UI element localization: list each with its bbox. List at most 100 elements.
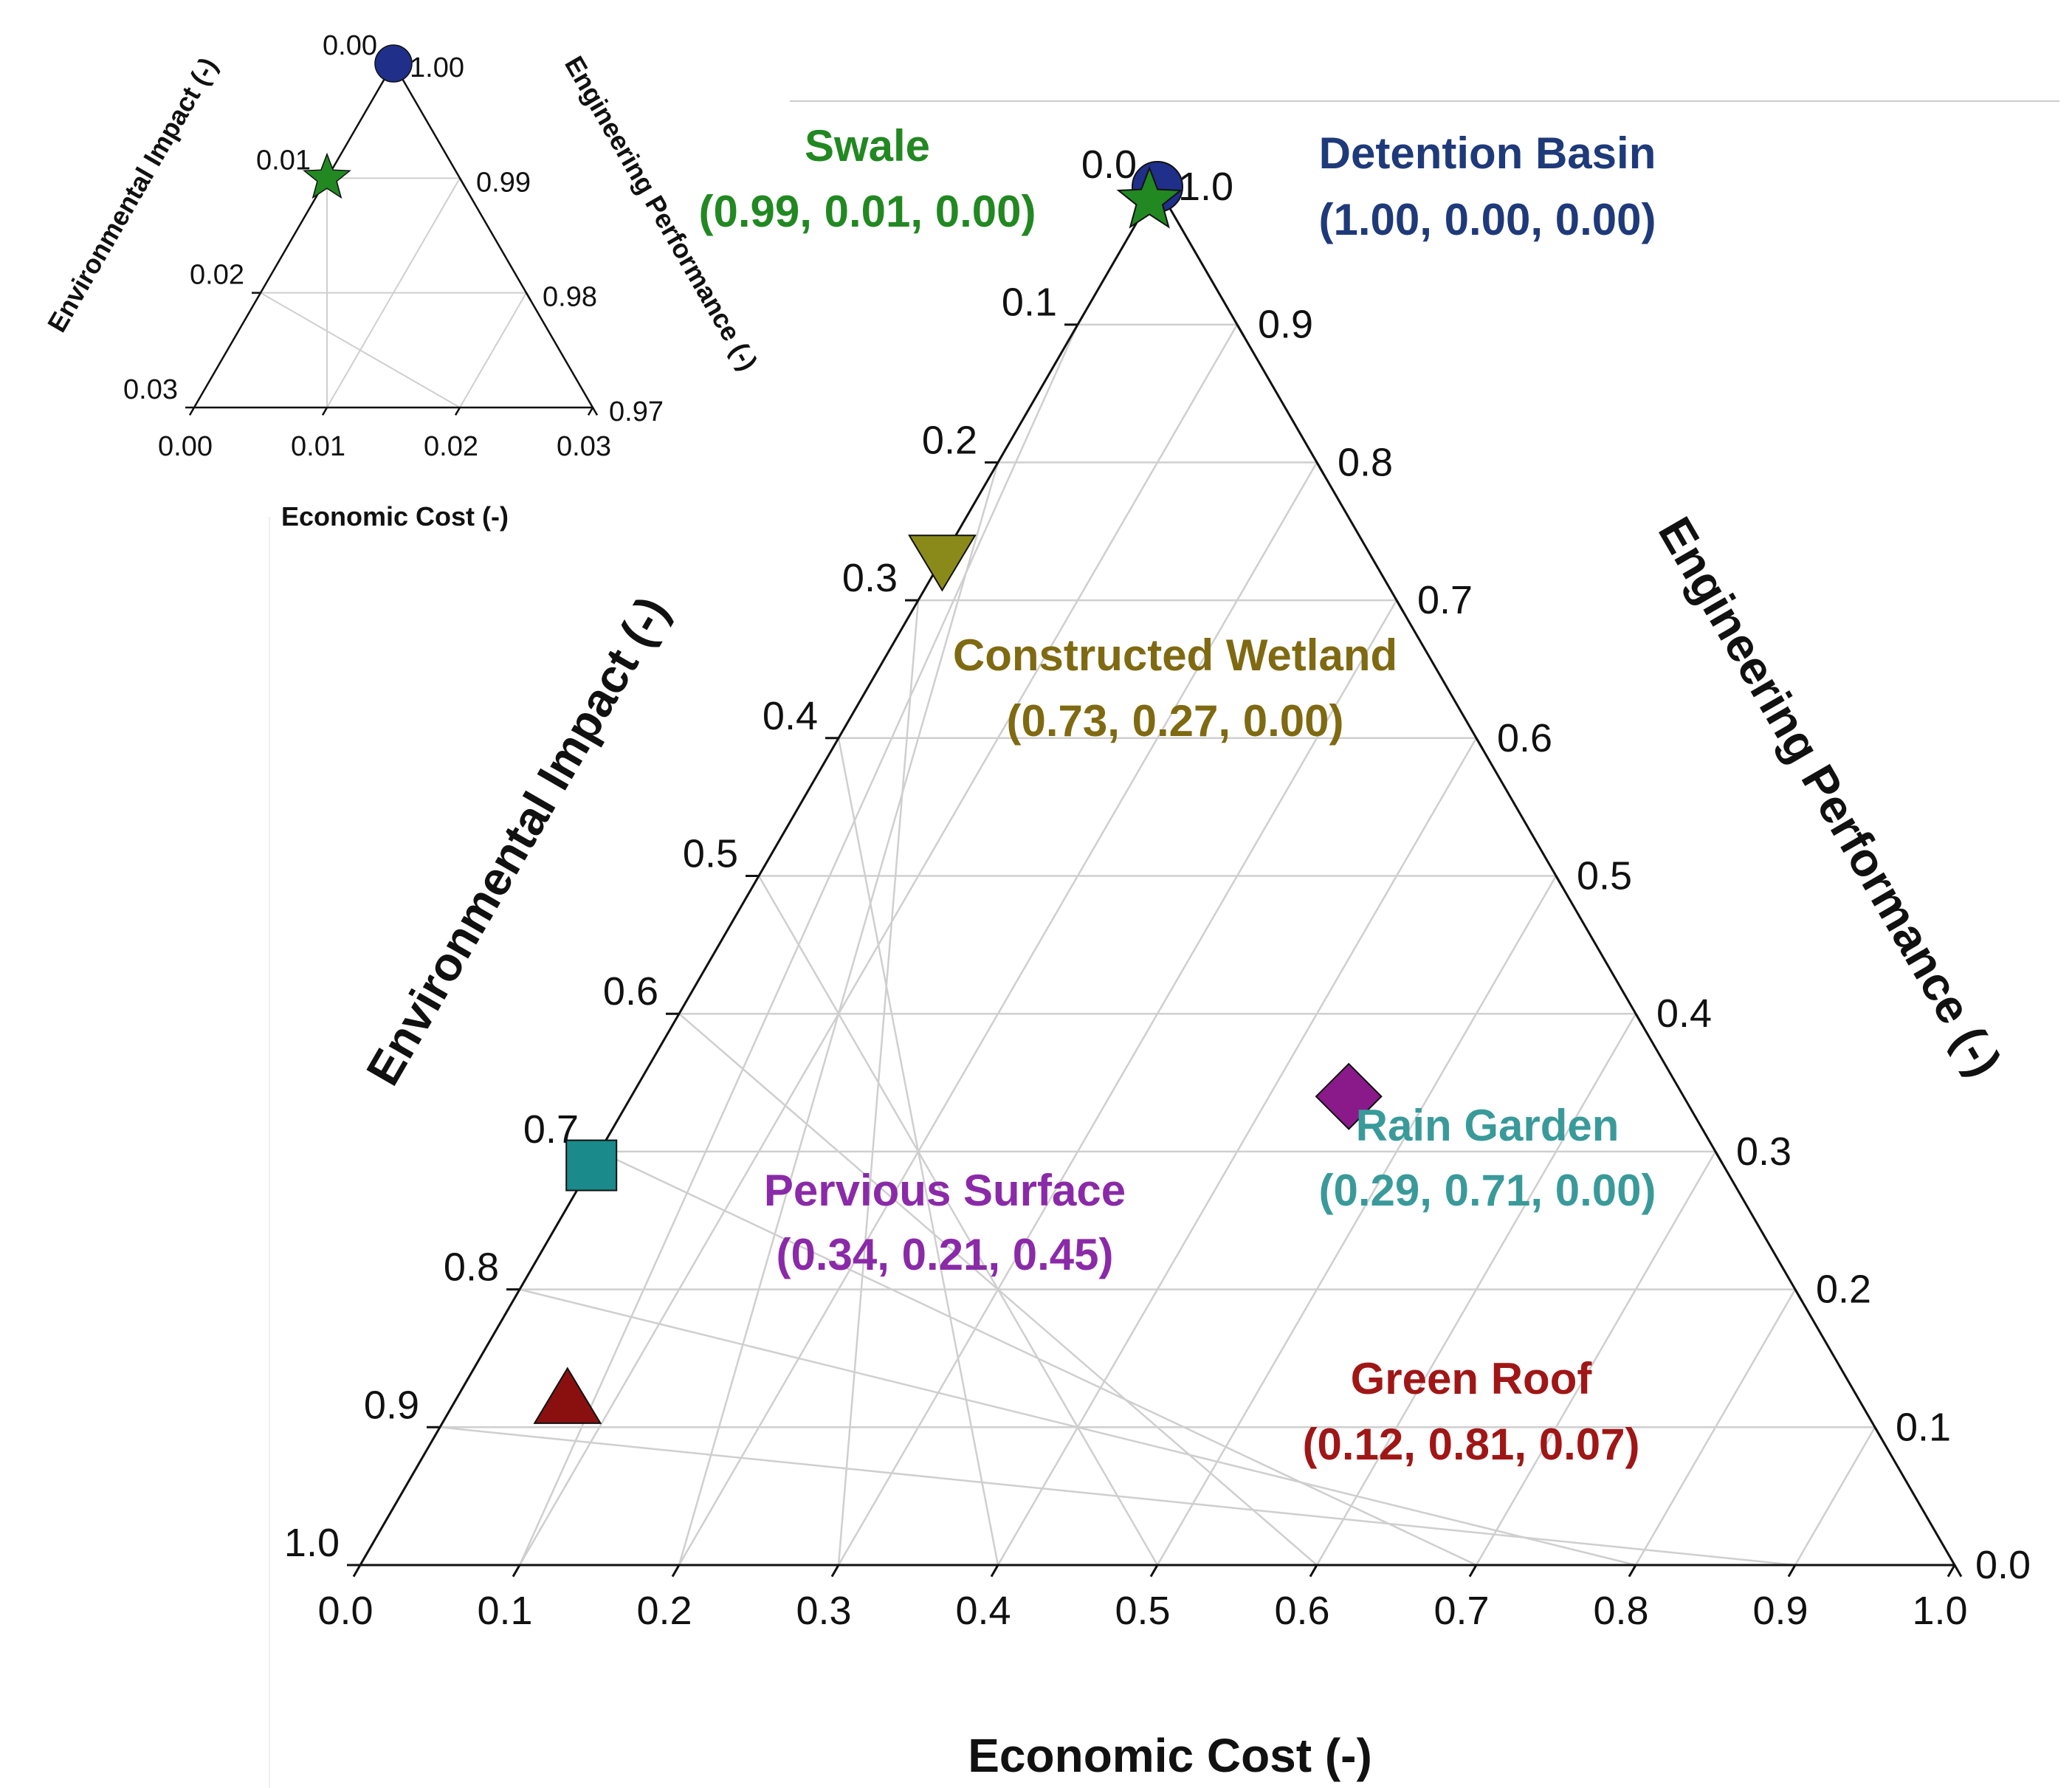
main-grid-line-impact-6 xyxy=(678,1013,1318,1566)
inset-tick-label-left-1: 0.01 xyxy=(256,145,311,176)
main-tick-label-left-2: 0.2 xyxy=(922,418,977,462)
main-tick-label-bottom-0: 0.0 xyxy=(317,1589,373,1633)
inset-tick-bottom-0 xyxy=(188,407,196,416)
main-tick-label-right-3: 0.7 xyxy=(1417,578,1473,622)
main-tick-marks xyxy=(347,185,1963,1578)
inset-grid-line-cost-2 xyxy=(459,292,527,408)
annotation-values-pervious-surface: (0.34, 0.21, 0.45) xyxy=(777,1230,1114,1279)
main-point-rain-garden xyxy=(565,1139,618,1192)
inset-point-detention-basin xyxy=(374,44,413,83)
main-tick-label-right-9: 0.1 xyxy=(1896,1405,1951,1449)
inset-tick-bottom-1 xyxy=(321,407,328,416)
annotation-values-detention-basin: (1.00, 0.00, 0.00) xyxy=(1319,195,1656,244)
inset-tick-right-3 xyxy=(591,407,599,416)
annotation-name-green-roof: Green Roof xyxy=(1351,1354,1593,1403)
inset-tick-label-bottom-1: 0.01 xyxy=(291,431,345,462)
main-grid-line-cost-7 xyxy=(1475,1151,1717,1566)
inset-triangle-frame xyxy=(192,61,595,409)
annotation-name-detention-basin: Detention Basin xyxy=(1319,128,1656,178)
main-tick-right-3 xyxy=(1395,599,1405,613)
main-tick-label-left-4: 0.4 xyxy=(763,694,818,738)
main-point-green-roof xyxy=(533,1366,602,1424)
main-tick-label-right-0: 1.0 xyxy=(1178,165,1233,209)
main-tick-label-left-3: 0.3 xyxy=(842,556,898,600)
inset-tick-label-bottom-0: 0.00 xyxy=(158,431,213,462)
main-tick-bottom-9 xyxy=(1787,1564,1797,1578)
inset-tick-label-right-3: 0.97 xyxy=(609,396,664,427)
annotation-values-swale: (0.99, 0.01, 0.00) xyxy=(699,187,1036,236)
inset-tick-right-2 xyxy=(525,292,532,301)
main-grid-line-cost-9 xyxy=(1794,1426,1876,1566)
main-tick-label-right-1: 0.9 xyxy=(1258,303,1313,347)
annotation-values-green-roof: (0.12, 0.81, 0.07) xyxy=(1303,1420,1640,1469)
main-tick-right-6 xyxy=(1634,1013,1644,1026)
inset-tick-label-right-1: 0.99 xyxy=(476,167,531,198)
main-tick-bottom-10 xyxy=(1947,1564,1956,1578)
annotation-values-constructed-wetland: (0.73, 0.27, 0.00) xyxy=(1007,696,1344,746)
main-tick-bottom-2 xyxy=(671,1564,681,1578)
main-grid xyxy=(439,323,1876,1567)
annotation-name-constructed-wetland: Constructed Wetland xyxy=(953,630,1397,680)
main-tick-label-right-4: 0.6 xyxy=(1497,716,1552,760)
main-tick-right-7 xyxy=(1714,1151,1724,1164)
inset-tick-labels: 0.00 0.00 1.00 0.01 0.01 0.99 0.02 0.02 0.98 0.03… xyxy=(123,30,664,462)
main-point-constructed-wetland xyxy=(908,534,977,592)
main-tick-label-right-8: 0.2 xyxy=(1816,1268,1871,1312)
main-tick-right-5 xyxy=(1555,875,1564,888)
main-tick-label-left-9: 0.9 xyxy=(364,1383,419,1427)
annotation-values-rain-garden: (0.29, 0.71, 0.00) xyxy=(1319,1166,1656,1215)
main-tick-bottom-0 xyxy=(352,1564,362,1578)
inset-tick-right-1 xyxy=(458,177,466,187)
main-grid-line-cost-6 xyxy=(1315,1013,1637,1566)
inset-tick-label-right-2: 0.98 xyxy=(543,282,597,313)
main-tick-label-left-5: 0.5 xyxy=(683,832,738,876)
main-grid-line-cost-5 xyxy=(1156,875,1558,1566)
main-tick-bottom-8 xyxy=(1628,1564,1637,1578)
inset-tick-bottom-2 xyxy=(454,407,461,416)
main-tick-right-8 xyxy=(1794,1288,1803,1302)
main-tick-bottom-6 xyxy=(1309,1564,1318,1578)
main-tick-right-4 xyxy=(1475,737,1484,751)
main-grid-line-impact-7 xyxy=(599,1150,1477,1567)
main-axis-title-bottom: Economic Cost (-) xyxy=(968,1729,1372,1782)
annotation-name-pervious-surface: Pervious Surface xyxy=(764,1166,1126,1215)
main-grid-line-cost-3 xyxy=(837,599,1398,1566)
main-grid-line-impact-8 xyxy=(519,1288,1636,1567)
inset-tick-label-right-0: 1.00 xyxy=(410,52,464,83)
main-point-pervious-surface xyxy=(1315,1062,1383,1130)
inset-tick-label-bottom-2: 0.02 xyxy=(424,431,478,462)
main-tick-label-bottom-9: 0.9 xyxy=(1752,1589,1808,1633)
main-tick-label-left-10: 1.0 xyxy=(284,1521,340,1565)
inset-axis-title-bottom: Economic Cost (-) xyxy=(281,501,509,532)
main-tick-label-left-8: 0.8 xyxy=(444,1245,499,1290)
main-tick-label-left-0: 0.0 xyxy=(1081,142,1137,187)
main-tick-bottom-7 xyxy=(1468,1564,1478,1578)
main-tick-label-bottom-10: 1.0 xyxy=(1912,1589,1967,1633)
main-tick-label-right-7: 0.3 xyxy=(1736,1129,1792,1174)
main-tick-right-2 xyxy=(1315,461,1325,475)
annotation-name-swale: Swale xyxy=(805,121,930,171)
inset-grid xyxy=(260,177,527,408)
inset-tick-label-left-3: 0.03 xyxy=(123,374,178,405)
annotation-name-rain-garden: Rain Garden xyxy=(1356,1101,1620,1150)
inset-grid-line-impact-2 xyxy=(260,292,461,408)
main-tick-bottom-5 xyxy=(1149,1564,1159,1578)
main-tick-label-right-10: 0.0 xyxy=(1975,1543,2031,1587)
main-point-swale xyxy=(1116,165,1183,229)
main-tick-label-left-1: 0.1 xyxy=(1002,281,1057,325)
inset-data-points xyxy=(303,44,413,199)
main-tick-label-bottom-7: 0.7 xyxy=(1433,1589,1489,1633)
main-tick-right-1 xyxy=(1236,323,1245,337)
inset-tick-label-left-2: 0.02 xyxy=(190,260,244,291)
main-tick-label-right-5: 0.5 xyxy=(1577,854,1632,898)
main-tick-bottom-4 xyxy=(990,1564,999,1578)
main-tick-label-left-6: 0.6 xyxy=(603,969,658,1014)
main-data-points xyxy=(533,161,1383,1424)
inset-tick-label-bottom-3: 0.03 xyxy=(557,431,611,462)
main-tick-label-bottom-3: 0.3 xyxy=(796,1589,851,1633)
main-tick-label-bottom-1: 0.1 xyxy=(477,1589,532,1633)
main-grid-line-impact-9 xyxy=(439,1426,1796,1567)
main-grid-line-cost-8 xyxy=(1634,1288,1797,1566)
